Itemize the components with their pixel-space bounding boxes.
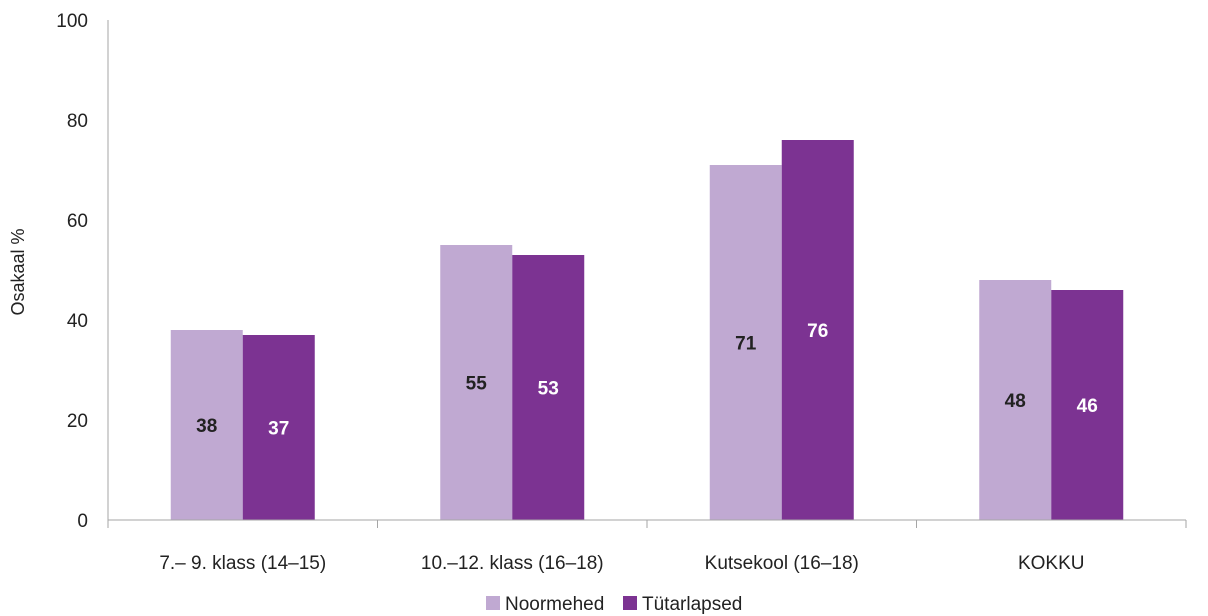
legend-label: Tütarlapsed [642, 594, 742, 615]
y-tick-label: 60 [67, 211, 88, 232]
y-tick-label: 0 [77, 511, 88, 532]
category-labels: 7.– 9. klass (14–15) 10.–12. klass (16–18… [159, 553, 1084, 574]
data-label: 76 [807, 321, 828, 342]
y-axis-ticks: 0 20 40 60 80 100 [56, 11, 88, 532]
y-tick-label: 100 [56, 11, 88, 32]
bars-group: 38 37 55 53 71 76 48 46 [170, 140, 1124, 520]
bar [979, 280, 1052, 520]
bar [170, 330, 243, 520]
legend: Noormehed Tütarlapsed [486, 594, 742, 615]
y-tick-label: 20 [67, 411, 88, 432]
bar [512, 255, 585, 520]
x-category-label: KOKKU [1018, 553, 1085, 574]
axes-group [107, 20, 1187, 528]
bar [440, 245, 513, 520]
legend-swatch [623, 596, 637, 610]
bar [1051, 290, 1124, 520]
data-label: 53 [538, 379, 559, 400]
y-tick-label: 80 [67, 111, 88, 132]
data-label: 55 [466, 374, 488, 395]
x-category-label: 10.–12. klass (16–18) [421, 553, 604, 574]
y-tick-label: 40 [67, 311, 88, 332]
legend-label: Noormehed [505, 594, 604, 615]
y-axis-title: Osakaal % [8, 228, 28, 315]
x-category-label: Kutsekool (16–18) [705, 553, 859, 574]
bar [781, 140, 854, 520]
data-label: 38 [196, 416, 217, 437]
data-label: 37 [268, 419, 289, 440]
x-category-label: 7.– 9. klass (14–15) [159, 553, 326, 574]
bar [242, 335, 315, 520]
legend-swatch [486, 596, 500, 610]
data-label: 71 [735, 334, 757, 355]
data-label: 48 [1005, 391, 1026, 412]
bar [709, 165, 782, 520]
data-label: 46 [1077, 396, 1098, 417]
